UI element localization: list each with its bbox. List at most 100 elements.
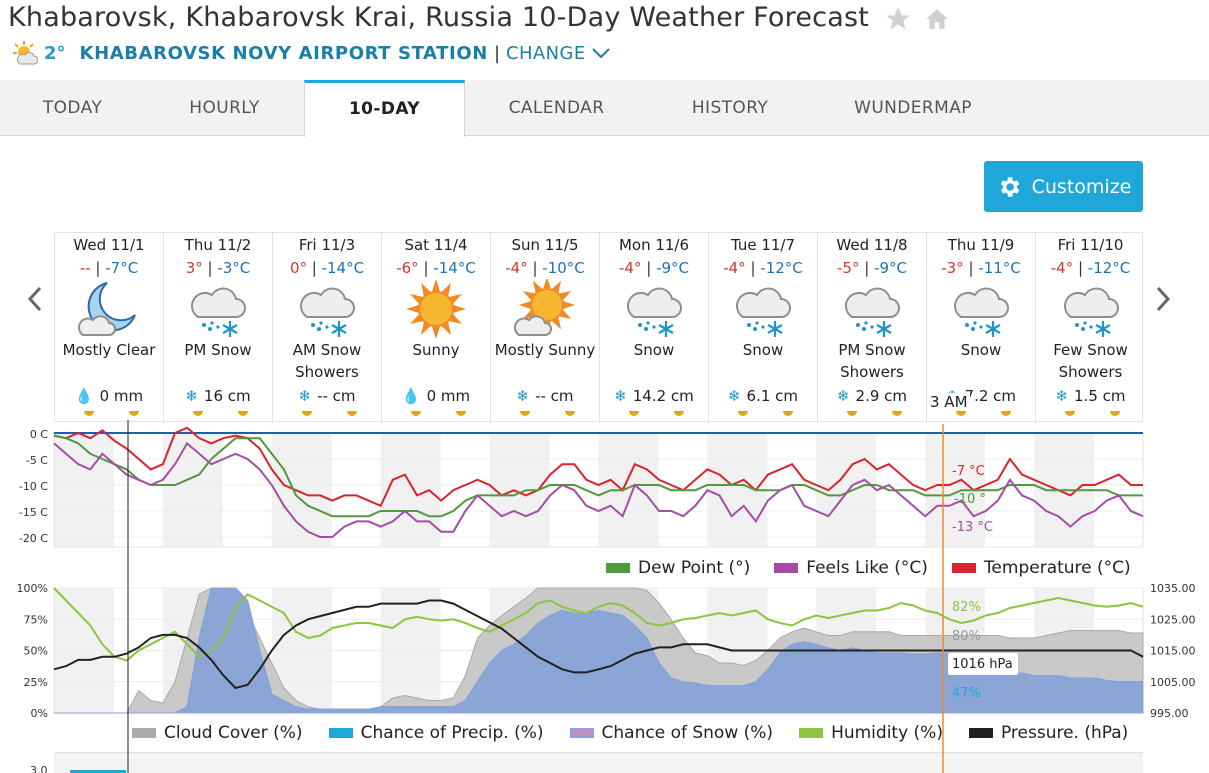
feels-like-series-line[interactable] — [53, 441, 1144, 538]
sunset-icon — [456, 411, 466, 416]
legend-swatch-dew — [606, 563, 630, 573]
station-name[interactable]: KHABAROVSK NOVY AIRPORT STATION — [79, 42, 488, 64]
sun-cloud-icon — [513, 277, 577, 339]
tab-bar: TODAY HOURLY 10-DAY CALENDAR HISTORY WUN… — [0, 80, 1209, 137]
pressure-ytick-right: 1005.00 — [1150, 676, 1196, 689]
tab-wundermap[interactable]: WUNDERMAP — [854, 98, 972, 118]
station-separator: | — [493, 42, 501, 64]
day-high: -5° — [837, 259, 860, 277]
day-high: -3° — [941, 259, 964, 277]
customize-button[interactable]: Customize — [984, 161, 1143, 212]
precip-value: 6.1 cm — [746, 387, 799, 405]
sunrise-icon — [84, 411, 94, 416]
day-low: -9°C — [656, 259, 689, 277]
temp-ytick-label: -20 C — [19, 532, 48, 545]
precip-value: 16 cm — [203, 387, 251, 405]
sunrise-sunset-markers — [927, 411, 1035, 421]
temperature-series-line[interactable] — [53, 426, 1143, 508]
snow-cloud-icon — [622, 279, 686, 339]
legend-swatch-humidity — [799, 728, 824, 738]
day-low: -11°C — [978, 259, 1021, 277]
legend-snow[interactable]: Chance of Snow (%) — [601, 723, 774, 743]
sunset-icon — [892, 411, 902, 416]
pressure-series-line[interactable] — [53, 599, 1144, 690]
raindrop-icon: 💧 — [401, 387, 421, 405]
day-condition: Sunny — [412, 341, 460, 359]
precip-ytick-left: 50% — [24, 645, 48, 658]
precip-legend: Cloud Cover (%) Chance of Precip. (%) Ch… — [132, 723, 1128, 743]
legend-feels-like[interactable]: Feels Like (°C) — [806, 558, 928, 578]
temp-ytick-label: -10 C — [19, 480, 48, 493]
tab-calendar[interactable]: CALENDAR — [508, 98, 605, 118]
humidity-series-line[interactable] — [53, 587, 1144, 662]
night-band — [380, 433, 441, 547]
legend-pressure[interactable]: Pressure. (hPa) — [1000, 723, 1129, 743]
day-condition: PM Snow — [184, 341, 252, 359]
day-date: Mon 11/6 — [618, 236, 690, 254]
sunrise-icon — [847, 411, 857, 416]
day-date: Sat 11/4 — [404, 236, 468, 254]
day-temps: -5° | -9°C — [837, 259, 907, 277]
day-card[interactable]: Tue 11/7 -4° | -12°C Snow ❄ 6.1 cm — [709, 233, 818, 423]
prev-arrow-icon[interactable] — [22, 282, 48, 316]
legend-dew-point[interactable]: Dew Point (°) — [638, 558, 751, 578]
tab-hourly[interactable]: HOURLY — [189, 98, 260, 118]
day-date: Thu 11/9 — [947, 236, 1015, 254]
legend-cloud-cover[interactable]: Cloud Cover (%) — [164, 723, 303, 743]
night-band — [271, 433, 332, 547]
tab-today[interactable]: TODAY — [42, 98, 103, 118]
legend-swatch-feels — [774, 563, 799, 573]
day-high: 3° — [185, 259, 203, 277]
day-high: -- — [79, 259, 91, 277]
bottom-chart-series — [70, 770, 126, 773]
day-precip-amount: 💧 0 mm — [382, 387, 490, 405]
day-low: -14°C — [321, 259, 365, 277]
day-card[interactable]: Wed 11/8 -5° | -9°C PM Snow Showers ❄ 2.9 cm — [818, 233, 927, 423]
day-card[interactable]: Thu 11/2 3° | -3°C PM Snow ❄ 16 cm — [164, 233, 273, 423]
legend-humidity[interactable]: Humidity (%) — [831, 723, 943, 743]
sunrise-sunset-markers — [709, 411, 817, 421]
day-date: Wed 11/1 — [73, 236, 145, 254]
day-condition: Snow — [742, 341, 784, 359]
change-station-link[interactable]: CHANGE — [506, 42, 586, 64]
precip-value: -- cm — [317, 387, 356, 405]
day-high: 0° — [289, 259, 307, 277]
day-temps: -3° | -11°C — [941, 259, 1021, 277]
day-condition: Few Snow Showers — [1053, 341, 1128, 381]
sunrise-icon — [956, 411, 966, 416]
precip-humidity-pressure-chart[interactable]: 100% 1035.00 75% 1025.00 50% 1015.00 25% 1005.0… — [0, 580, 1209, 722]
temperature-chart[interactable]: 0 C -5 C -10 C -15 C -20 C — [0, 420, 1209, 555]
day-high: -4° — [1050, 259, 1074, 277]
day-card[interactable]: Sun 11/5 -4° | -10°C Mostly Sunny ❄ -- cm — [491, 233, 600, 423]
tab-10-day[interactable]: 10-DAY — [304, 80, 465, 137]
snow-cloud-icon — [295, 279, 359, 339]
sunrise-sunset-markers — [600, 411, 708, 421]
star-icon[interactable] — [884, 5, 912, 33]
day-high: -4° — [505, 259, 528, 277]
night-band — [162, 433, 223, 547]
tab-history[interactable]: HISTORY — [691, 98, 769, 118]
day-card[interactable]: Mon 11/6 -4° | -9°C Snow ❄ 14.2 cm — [600, 233, 709, 423]
next-arrow-icon[interactable] — [1150, 282, 1176, 316]
day-precip-amount: 💧 0 mm — [55, 387, 163, 405]
legend-swatch-precip — [328, 728, 353, 738]
day-temps: 0° | -14°C — [289, 259, 365, 277]
home-icon[interactable] — [923, 6, 951, 32]
legend-precip[interactable]: Chance of Precip. (%) — [360, 723, 544, 743]
day-card[interactable]: Wed 11/1 -- | -7°C Mostly Clear 💧 0 mm — [55, 233, 164, 423]
day-date: Thu 11/2 — [184, 236, 252, 254]
day-temps: -4° | -12°C — [723, 259, 803, 277]
snow-cloud-icon — [731, 279, 795, 339]
day-date: Fri 11/10 — [1057, 236, 1124, 254]
chevron-down-icon[interactable] — [590, 46, 612, 60]
dew-point-series-line[interactable] — [53, 434, 1143, 518]
legend-temperature[interactable]: Temperature (°C) — [983, 558, 1131, 578]
day-card[interactable]: Fri 11/3 0° | -14°C AM Snow Showers ❄ -- cm — [273, 233, 382, 423]
day-low: -9°C — [874, 259, 907, 277]
sunset-icon — [565, 411, 575, 416]
day-condition: Snow — [960, 341, 1002, 359]
snowflake-icon: ❄ — [614, 387, 627, 405]
day-card[interactable]: Sat 11/4 -6° | -14°C Sunny 💧 0 mm — [382, 233, 491, 423]
legend-swatch-cloud — [132, 728, 156, 738]
day-card[interactable]: Fri 11/10 -4° | -12°C Few Snow Showers ❄ 1.5… — [1036, 233, 1145, 423]
